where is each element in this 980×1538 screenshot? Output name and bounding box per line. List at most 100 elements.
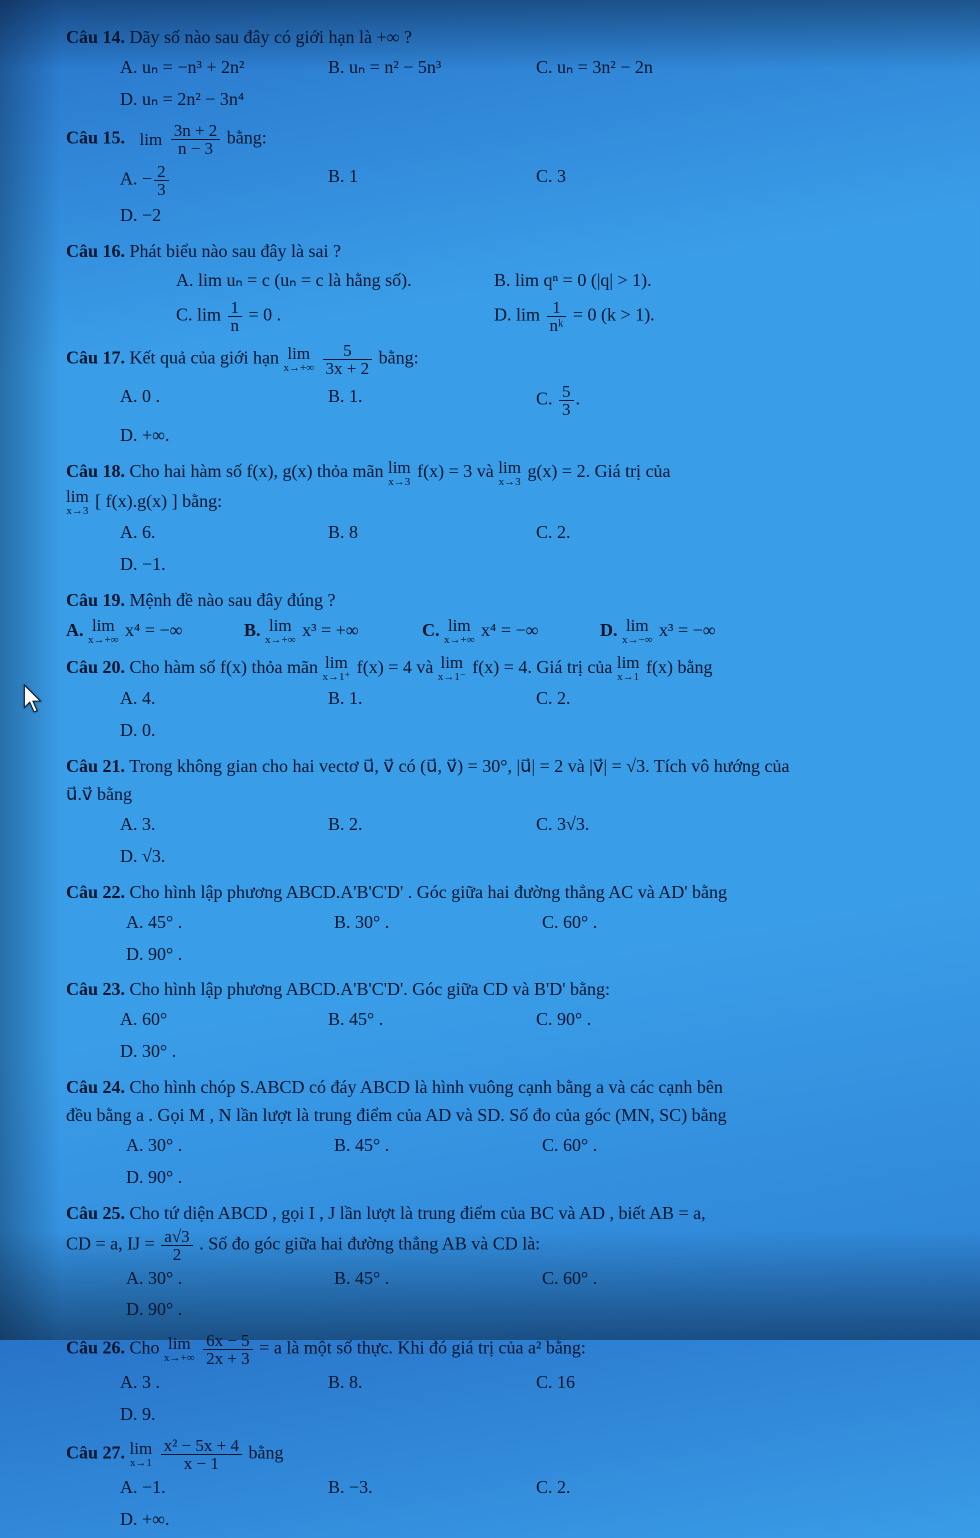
q26-options: A. 3 . B. 8. C. 16 D. 9.: [120, 1367, 946, 1431]
q21-B: B. 2.: [328, 811, 528, 839]
q14-title: Câu 14.: [66, 27, 125, 47]
q19-title: Câu 19.: [66, 590, 125, 610]
q22-B: B. 30° .: [334, 909, 534, 937]
q20-options: A. 4. B. 1. C. 2. D. 0.: [120, 683, 946, 747]
q21-A: A. 3.: [120, 811, 320, 839]
q21-D: D. √3.: [120, 843, 320, 871]
q15-D: D. −2: [120, 202, 320, 230]
q15-tail: bằng:: [227, 127, 267, 147]
q18-A: A. 6.: [120, 519, 320, 547]
q18-C: C. 2.: [536, 519, 736, 547]
q25-options: A. 30° . B. 45° . C. 60° . D. 90° .: [126, 1263, 946, 1327]
q18-title: Câu 18.: [66, 461, 125, 481]
q24-C: C. 60° .: [542, 1132, 742, 1160]
q27-D: D. +∞.: [120, 1506, 320, 1534]
exam-page: Câu 14. Dãy số nào sau đây có giới hạn l…: [66, 18, 946, 1538]
question-26: Câu 26. Cho limx→+∞ 6x − 52x + 3 = a là …: [66, 1332, 946, 1431]
q24-B: B. 45° .: [334, 1132, 534, 1160]
q27-C: C. 2.: [536, 1474, 736, 1502]
q17-B: B. 1.: [328, 383, 528, 418]
q24-title: Câu 24.: [66, 1077, 125, 1097]
q24-options: A. 30° . B. 45° . C. 60° . D. 90° .: [126, 1130, 946, 1194]
q27-title: Câu 27.: [66, 1443, 125, 1463]
q22-A: A. 45° .: [126, 909, 326, 937]
q24-A: A. 30° .: [126, 1132, 326, 1160]
q19-A: A. limx→+∞ x⁴ = −∞: [66, 617, 236, 646]
q27-options: A. −1. B. −3. C. 2. D. +∞.: [120, 1472, 946, 1536]
q25-line2: CD = a, IJ = a√32 . Số đo góc giữa hai đ…: [66, 1228, 946, 1263]
q23-C: C. 90° .: [536, 1006, 736, 1034]
question-19: Câu 19. Mệnh đề nào sau đây đúng ? A. li…: [66, 587, 946, 648]
q14-options: A. uₙ = −n³ + 2n² B. uₙ = n² − 5n³ C. uₙ…: [120, 52, 946, 116]
q19-D: D. limx→−∞ x³ = −∞: [600, 617, 770, 646]
q18-line2: limx→3 [ f(x).g(x) ] bằng:: [66, 488, 946, 517]
q16-text: Phát biểu nào sau đây là sai ?: [130, 241, 341, 261]
q17-A: A. 0 .: [120, 383, 320, 418]
q17-options: A. 0 . B. 1. C. 53. D. +∞.: [120, 381, 946, 452]
q19-C: C. limx→+∞ x⁴ = −∞: [422, 617, 592, 646]
q16-options-row1: A. lim uₙ = c (uₙ = c là hằng số). B. li…: [176, 265, 946, 297]
q25-D: D. 90° .: [126, 1296, 326, 1324]
q20-A: A. 4.: [120, 685, 320, 713]
q16-A: A. lim uₙ = c (uₙ = c là hằng số).: [176, 267, 486, 295]
q19-options: A. limx→+∞ x⁴ = −∞ B. limx→+∞ x³ = +∞ C.…: [66, 615, 946, 648]
q23-title: Câu 23.: [66, 979, 125, 999]
q15-C: C. 3: [536, 163, 736, 198]
q25-C: C. 60° .: [542, 1265, 742, 1293]
q18-options: A. 6. B. 8 C. 2. D. −1.: [120, 517, 946, 581]
q19-text: Mệnh đề nào sau đây đúng ?: [130, 590, 336, 610]
q16-C: C. lim 1n = 0 .: [176, 299, 486, 334]
q14-D: D. uₙ = 2n² − 3n⁴: [120, 86, 320, 114]
q20-C: C. 2.: [536, 685, 736, 713]
q22-D: D. 90° .: [126, 941, 326, 969]
question-17: Câu 17. Kết quả của giới hạn limx→+∞ 53x…: [66, 342, 946, 452]
q26-B: B. 8.: [328, 1369, 528, 1397]
q19-B: B. limx→+∞ x³ = +∞: [244, 617, 414, 646]
q26-title: Câu 26.: [66, 1338, 125, 1358]
question-27: Câu 27. limx→1 x² − 5x + 4x − 1 bằng A. …: [66, 1437, 946, 1536]
question-23: Câu 23. Cho hình lập phương ABCD.A'B'C'D…: [66, 976, 946, 1068]
q21-C: C. 3√3.: [536, 811, 736, 839]
question-22: Câu 22. Cho hình lập phương ABCD.A'B'C'D…: [66, 879, 946, 971]
q23-B: B. 45° .: [328, 1006, 528, 1034]
q17-pre: Kết quả của giới hạn: [130, 348, 284, 368]
q25-title: Câu 25.: [66, 1203, 125, 1223]
q15-title: Câu 15.: [66, 127, 125, 147]
q17-post: bằng:: [379, 348, 419, 368]
q22-options: A. 45° . B. 30° . C. 60° . D. 90° .: [126, 907, 946, 971]
question-21: Câu 21. Trong không gian cho hai vectơ u…: [66, 753, 946, 873]
q15-B: B. 1: [328, 163, 528, 198]
q14-A: A. uₙ = −n³ + 2n²: [120, 54, 320, 82]
q25-A: A. 30° .: [126, 1265, 326, 1293]
q14-B: B. uₙ = n² − 5n³: [328, 54, 528, 82]
q22-title: Câu 22.: [66, 882, 125, 902]
q17-title: Câu 17.: [66, 348, 125, 368]
question-16: Câu 16. Phát biểu nào sau đây là sai ? A…: [66, 238, 946, 337]
q26-D: D. 9.: [120, 1401, 320, 1429]
q20-title: Câu 20.: [66, 657, 125, 677]
q25-B: B. 45° .: [334, 1265, 534, 1293]
question-18: Câu 18. Cho hai hàm số f(x), g(x) thỏa m…: [66, 458, 946, 581]
question-15: Câu 15. lim 3n + 2n − 3 bằng: A. −23 B. …: [66, 122, 946, 232]
q27-B: B. −3.: [328, 1474, 528, 1502]
question-14: Câu 14. Dãy số nào sau đây có giới hạn l…: [66, 24, 946, 116]
q23-options: A. 60° B. 45° . C. 90° . D. 30° .: [120, 1004, 946, 1068]
q23-D: D. 30° .: [120, 1038, 320, 1066]
q15-lim: lim: [140, 131, 163, 148]
q15-A: A. −23: [120, 163, 320, 198]
q14-text: Dãy số nào sau đây có giới hạn là +∞ ?: [130, 27, 412, 47]
q15-options: A. −23 B. 1 C. 3 D. −2: [120, 161, 946, 232]
q22-C: C. 60° .: [542, 909, 742, 937]
q20-B: B. 1.: [328, 685, 528, 713]
q16-options-row2: C. lim 1n = 0 . D. lim 1nᵏ = 0 (k > 1).: [176, 297, 946, 336]
q26-A: A. 3 .: [120, 1369, 320, 1397]
q24-D: D. 90° .: [126, 1164, 326, 1192]
q26-C: C. 16: [536, 1369, 736, 1397]
q27-A: A. −1.: [120, 1474, 320, 1502]
q21-title: Câu 21.: [66, 756, 125, 776]
question-24: Câu 24. Cho hình chóp S.ABCD có đáy ABCD…: [66, 1074, 946, 1194]
q21-options: A. 3. B. 2. C. 3√3. D. √3.: [120, 809, 946, 873]
question-20: Câu 20. Cho hàm số f(x) thỏa mãn limx→1⁺…: [66, 654, 946, 747]
q23-A: A. 60°: [120, 1006, 320, 1034]
cursor-icon: [22, 684, 46, 719]
